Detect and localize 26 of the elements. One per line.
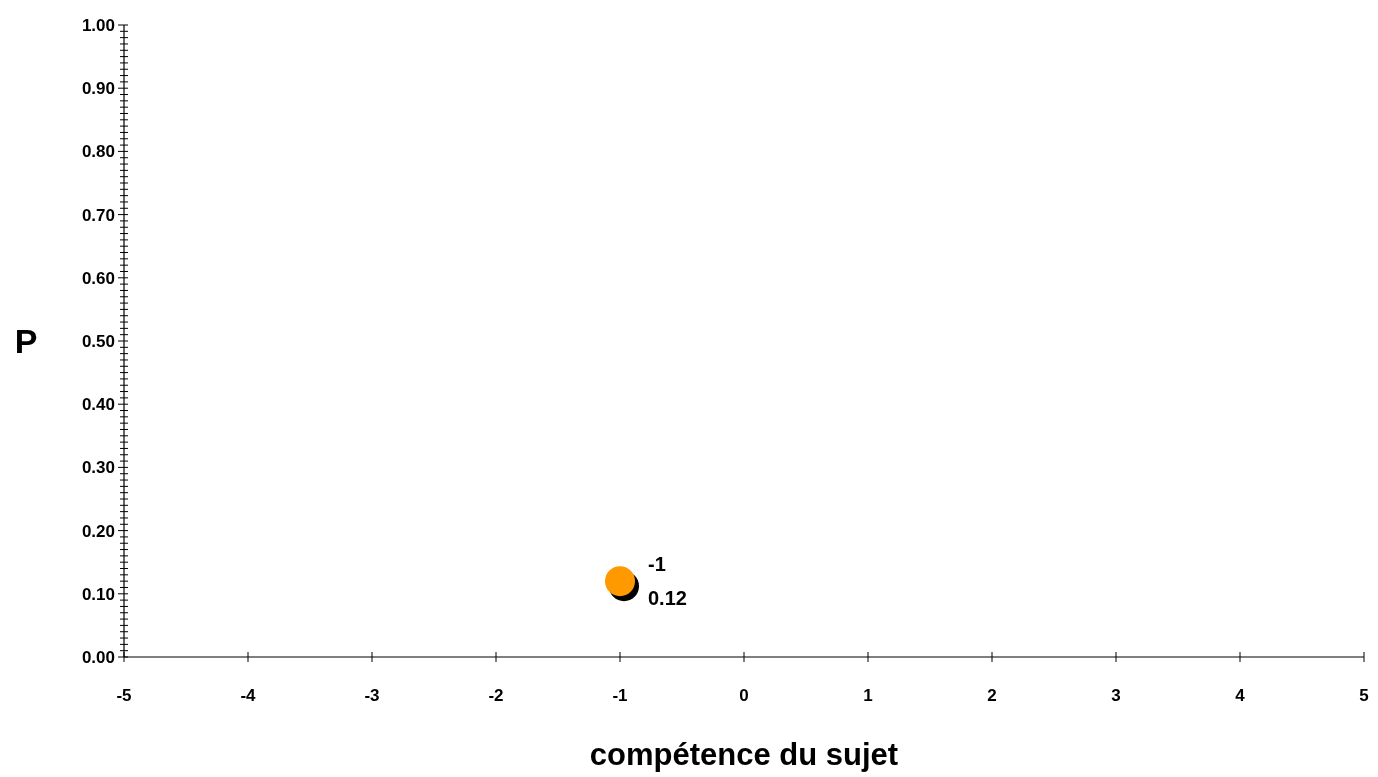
x-tick-label: 2: [987, 686, 997, 705]
annotation: -1: [648, 553, 666, 576]
x-tick-label: -3: [364, 686, 380, 705]
y-tick-label: 1.00: [81, 15, 115, 35]
y-tick-label: 0.10: [81, 584, 115, 604]
x-tick-label: 5: [1359, 686, 1369, 705]
annotation: 0.12: [648, 587, 687, 610]
y-tick-label: 0.60: [81, 268, 115, 288]
x-tick-label: -5: [116, 686, 132, 705]
y-tick-label: 0.50: [81, 331, 115, 351]
y-tick-label: 0.70: [81, 205, 115, 225]
x-tick-label: -4: [240, 686, 257, 705]
x-tick-label: 1: [863, 686, 873, 705]
y-axis-title: P: [14, 321, 38, 360]
x-axis-title: compétence du sujet: [589, 737, 899, 772]
y-tick-label: 0.20: [81, 521, 115, 541]
y-tick-label: 0.90: [81, 79, 115, 99]
x-tick-label: 3: [1111, 686, 1121, 705]
x-tick-label: 0: [739, 686, 749, 705]
y-tick-label: 0.00: [81, 647, 115, 667]
x-tick-label: 4: [1235, 686, 1246, 705]
y-tick-label: 0.80: [81, 142, 115, 162]
y-tick-label: 0.40: [81, 395, 115, 415]
x-tick-label: -2: [488, 686, 504, 705]
x-tick-label: -1: [612, 686, 628, 705]
y-tick-label: 0.30: [81, 458, 115, 478]
